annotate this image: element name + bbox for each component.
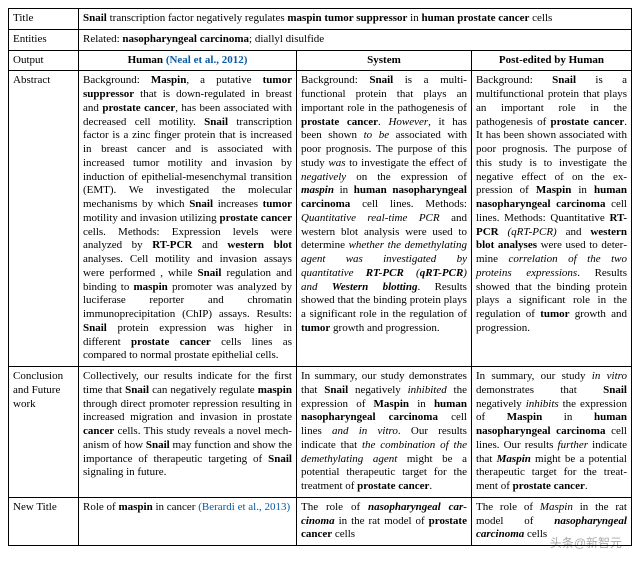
abstract-human: Background: Maspin, a putative tu­mor su…	[79, 71, 297, 367]
abstract-postedit: Background: Snail is a multifunctional p…	[471, 71, 631, 367]
conclusion-system: In summary, our study demon­strates that…	[296, 367, 471, 498]
newtitle-postedit: The role of Maspin in the rat model of n…	[471, 497, 631, 545]
abstract-system: Background: Snail is a multi­functional …	[296, 71, 471, 367]
col-header-system: System	[296, 50, 471, 71]
title-label: Title	[9, 9, 79, 30]
entities-value: Related: nasopharyngeal carcinoma; diall…	[79, 29, 632, 50]
newtitle-row: New Title Role of maspin in cancer (Bera…	[9, 497, 632, 545]
newtitle-label: New Title	[9, 497, 79, 545]
col-header-human: Human (Neal et al., 2012)	[79, 50, 297, 71]
newtitle-system: The role of nasopharyngeal car­cinoma in…	[296, 497, 471, 545]
abstract-row: Abstract Background: Maspin, a putative …	[9, 71, 632, 367]
comparison-table: Title Snail transcription factor negativ…	[8, 8, 632, 546]
newtitle-human: Role of maspin in cancer (Berardi et al.…	[79, 497, 297, 545]
output-label: Output	[9, 50, 79, 71]
title-row: Title Snail transcription factor negativ…	[9, 9, 632, 30]
col-header-postedit: Post-edited by Human	[471, 50, 631, 71]
title-value: Snail transcription factor negatively re…	[79, 9, 632, 30]
conclusion-postedit: In summary, our study in vitro demonstra…	[471, 367, 631, 498]
abstract-label: Abstract	[9, 71, 79, 367]
conclusion-label: Conclusion and Future work	[9, 367, 79, 498]
entities-label: Entities	[9, 29, 79, 50]
conclusion-row: Conclusion and Future work Collectively,…	[9, 367, 632, 498]
conclusion-human: Collectively, our results indicate for t…	[79, 367, 297, 498]
output-header-row: Output Human (Neal et al., 2012) System …	[9, 50, 632, 71]
entities-row: Entities Related: nasopharyngeal carcino…	[9, 29, 632, 50]
